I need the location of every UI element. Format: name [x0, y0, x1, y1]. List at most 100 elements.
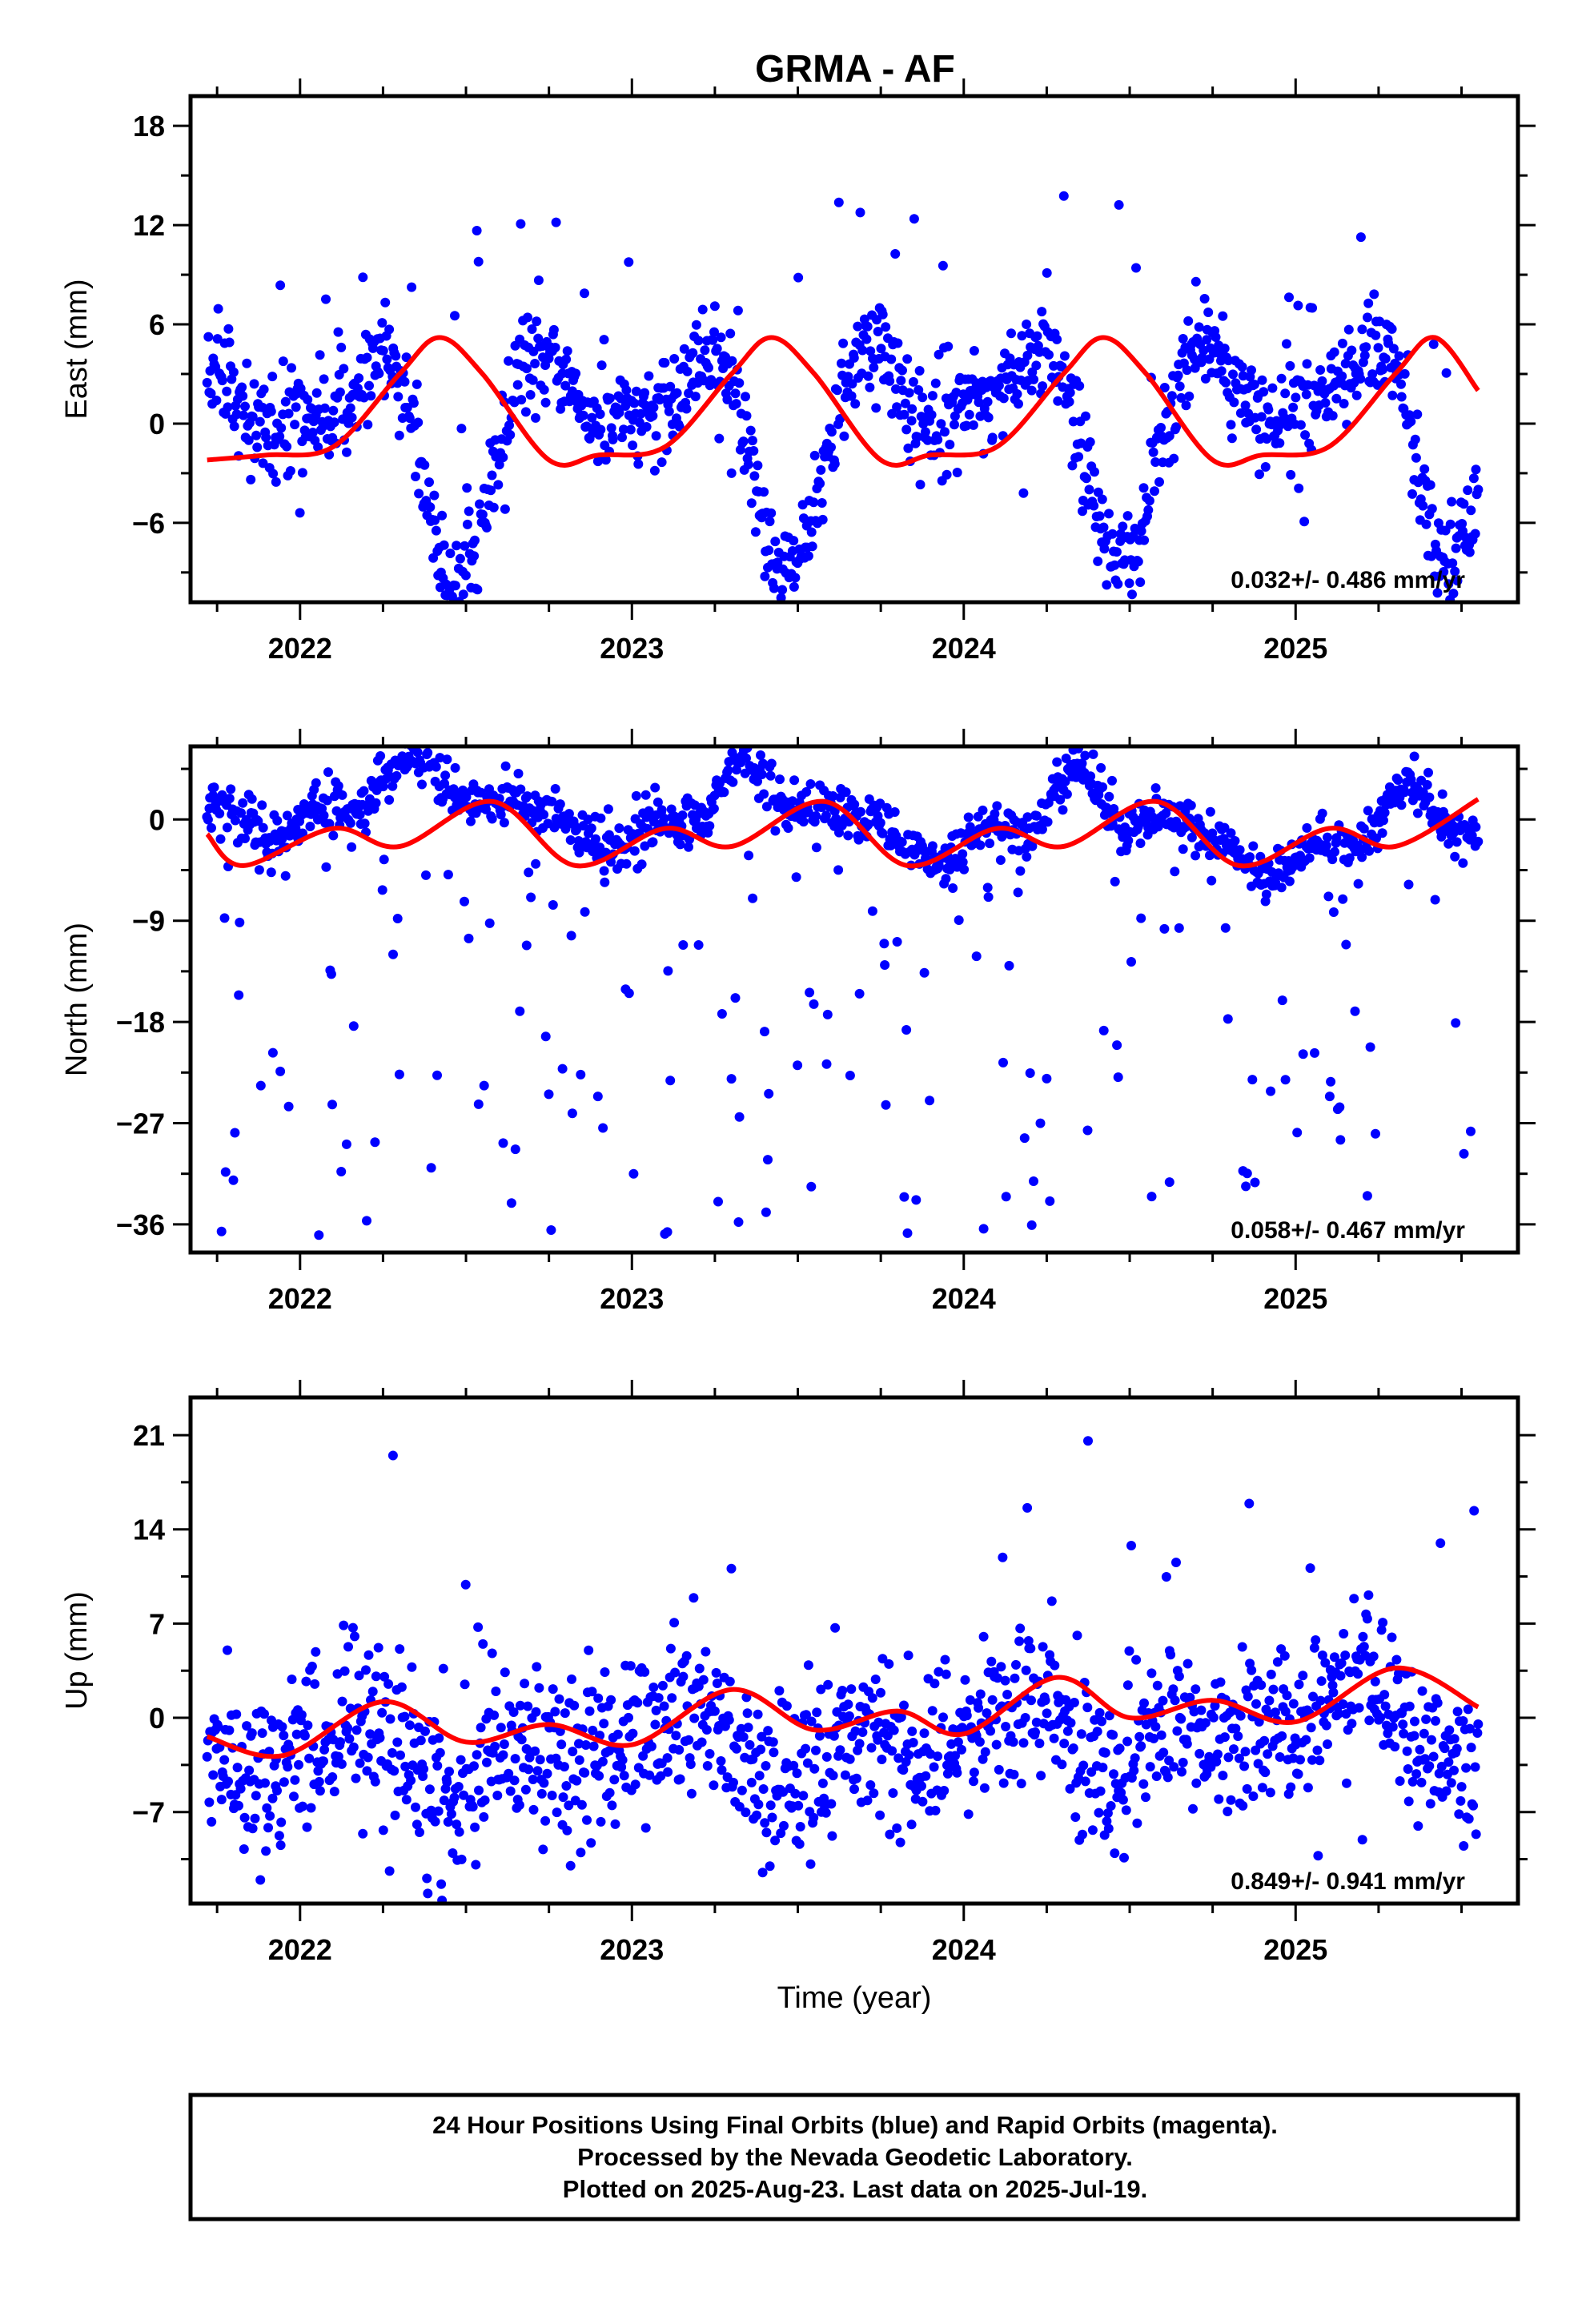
data-point [1133, 822, 1143, 832]
data-point [862, 321, 873, 332]
data-point [229, 421, 239, 432]
data-point [1441, 1786, 1452, 1796]
data-point [202, 377, 212, 388]
data-point [1421, 519, 1431, 529]
data-point [561, 354, 572, 364]
data-point [992, 801, 1002, 811]
data-point [1437, 789, 1447, 799]
data-point [674, 1745, 685, 1755]
data-point [255, 1875, 266, 1885]
data-point [722, 394, 733, 404]
data-point [906, 416, 917, 426]
data-point [1001, 1722, 1011, 1731]
data-point [416, 1735, 426, 1746]
data-point [1266, 1669, 1276, 1679]
data-point [1449, 1765, 1459, 1775]
data-point [1026, 1695, 1036, 1706]
data-point [1458, 858, 1468, 868]
data-point [479, 1080, 489, 1091]
north-y-tick-label-0: 0 [149, 803, 165, 836]
data-point [1431, 1715, 1440, 1726]
data-point [423, 1888, 433, 1899]
data-point [885, 1829, 895, 1839]
data-point [851, 1773, 861, 1783]
data-point [438, 1663, 448, 1674]
data-point [523, 312, 532, 323]
data-point [212, 334, 223, 344]
data-point [897, 837, 907, 847]
data-point [1270, 1707, 1280, 1718]
data-point [953, 1737, 963, 1747]
data-point [1403, 1764, 1413, 1774]
data-point [1317, 376, 1327, 386]
data-point [572, 1775, 582, 1786]
data-point [763, 1155, 773, 1165]
data-point [691, 320, 701, 330]
data-point [954, 915, 964, 925]
data-point [1136, 913, 1146, 923]
data-point [596, 813, 606, 823]
data-point [1084, 485, 1094, 495]
data-point [1428, 339, 1439, 349]
data-point [1347, 345, 1357, 356]
data-point [597, 1756, 608, 1767]
data-point [1359, 1642, 1369, 1652]
data-point [1032, 331, 1042, 341]
data-point [816, 1684, 826, 1695]
data-point [904, 1750, 914, 1760]
data-point [807, 541, 817, 552]
data-point [426, 1163, 436, 1173]
data-point [215, 834, 226, 844]
data-point [464, 506, 474, 517]
footer-line-1: 24 Hour Positions Using Final Orbits (bl… [432, 2111, 1278, 2139]
data-point [926, 410, 937, 420]
data-point [433, 1806, 444, 1816]
data-point [1466, 505, 1476, 516]
data-point [439, 540, 449, 550]
data-point [1219, 344, 1230, 354]
data-point [1380, 353, 1391, 364]
east-y-tick-label-1: 12 [133, 209, 165, 242]
data-point [1131, 1655, 1142, 1665]
data-point [926, 1749, 936, 1759]
data-point [1257, 1783, 1267, 1793]
data-point [957, 1723, 967, 1733]
data-point [719, 787, 729, 798]
data-point [1418, 501, 1428, 511]
data-point [1025, 1068, 1035, 1078]
data-point [887, 408, 897, 419]
east-minor-x-ticks [215, 86, 1464, 612]
data-point [711, 1667, 721, 1678]
data-point [391, 351, 401, 361]
data-point [1282, 1691, 1292, 1701]
data-point [608, 434, 618, 444]
data-point [531, 1707, 541, 1717]
data-point [915, 480, 926, 490]
data-point [327, 1100, 337, 1110]
data-point [430, 515, 440, 525]
data-point [1372, 380, 1383, 390]
data-point [1298, 1049, 1308, 1059]
data-point [712, 344, 722, 354]
data-point [462, 519, 472, 529]
data-point [481, 804, 491, 814]
data-point [621, 858, 632, 869]
data-point [939, 1786, 950, 1795]
data-point [789, 581, 799, 592]
data-point [1473, 1719, 1484, 1729]
data-point [516, 395, 527, 405]
data-point [631, 790, 641, 801]
data-point [287, 1675, 297, 1684]
data-point [569, 1700, 580, 1711]
data-point [587, 1687, 597, 1697]
data-point [1239, 1761, 1250, 1771]
data-point [633, 459, 644, 469]
data-point [648, 1683, 659, 1692]
data-point [1149, 1733, 1159, 1743]
data-point [412, 1819, 422, 1830]
data-point [897, 365, 907, 376]
data-point [540, 397, 551, 408]
data-point [1230, 836, 1240, 846]
data-point [574, 1755, 584, 1765]
data-point [285, 466, 295, 476]
